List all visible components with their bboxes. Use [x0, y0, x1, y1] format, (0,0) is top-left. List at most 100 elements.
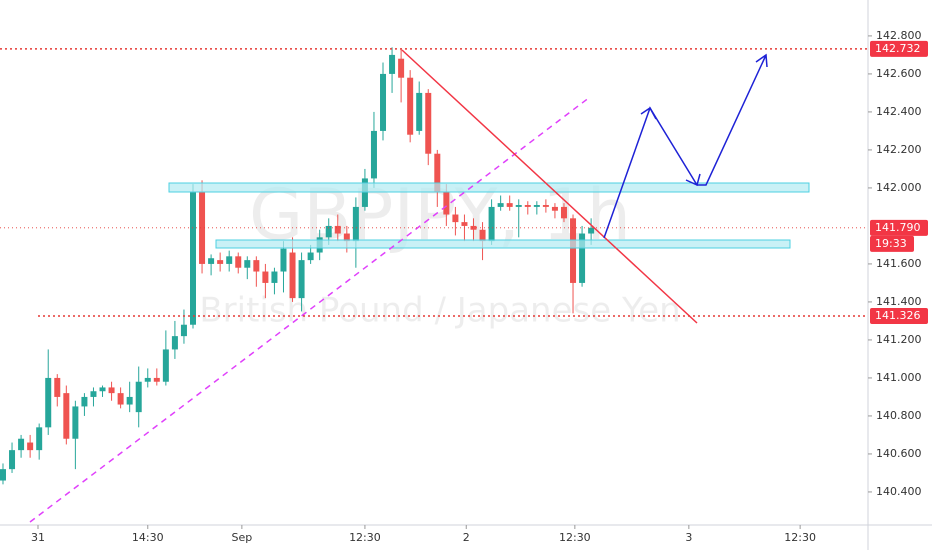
candle-body — [361, 178, 368, 207]
candle-body — [226, 256, 233, 264]
x-tick-label: 12:30 — [559, 531, 591, 544]
price-tag-label: 142.732 — [875, 42, 921, 55]
candle-body — [162, 349, 169, 382]
y-tick-label: 142.400 — [876, 105, 922, 118]
candle-body — [144, 377, 151, 382]
candle-body — [289, 252, 296, 299]
candle-body — [506, 203, 513, 207]
candle-body — [27, 442, 34, 451]
x-tick-label: 2 — [463, 531, 470, 544]
y-tick-label: 142.000 — [876, 181, 922, 194]
marks — [0, 47, 595, 485]
candle-body — [63, 393, 70, 439]
drawings — [29, 49, 810, 523]
candle-body — [325, 225, 332, 238]
candle-body — [235, 256, 242, 268]
trend-line — [401, 49, 698, 324]
candle-body — [180, 324, 187, 337]
arrow-head — [640, 106, 657, 120]
y-tick-label: 141.400 — [876, 295, 922, 308]
price-tag — [870, 307, 928, 324]
candle-body — [579, 233, 586, 283]
candle-body — [343, 233, 350, 242]
candle-body — [524, 205, 531, 207]
price-tag-label: 141.790 — [875, 221, 921, 234]
y-tick-label: 142.200 — [876, 143, 922, 156]
candle-body — [0, 469, 6, 481]
candle-body — [9, 450, 16, 470]
candle-body — [99, 387, 106, 392]
candle-body — [153, 377, 160, 382]
x-tick-label: 3 — [685, 531, 692, 544]
candle-body — [470, 225, 477, 230]
candle-body — [271, 271, 278, 283]
candle-body — [90, 391, 97, 397]
candle-body — [262, 271, 269, 283]
candle-body — [452, 214, 459, 223]
candle-body — [389, 54, 396, 74]
y-tick-label: 142.800 — [876, 29, 922, 42]
candle-body — [217, 260, 224, 264]
y-tick-label: 140.600 — [876, 447, 922, 460]
candle-body — [189, 191, 196, 325]
y-tick-label: 141.200 — [876, 333, 922, 346]
price-tag — [870, 219, 928, 236]
y-tick-label: 142.600 — [876, 67, 922, 80]
candle-body — [307, 252, 314, 261]
candle-body — [407, 77, 414, 135]
candle-body — [72, 406, 79, 439]
candle-body — [208, 258, 215, 264]
candle-body — [380, 73, 387, 131]
price-tag — [870, 40, 928, 57]
candle-body — [560, 206, 567, 219]
candle-body — [81, 396, 88, 407]
x-tick-label: Sep — [231, 531, 252, 544]
candle-body — [542, 205, 549, 207]
arrow-head — [685, 173, 701, 187]
candle-body — [199, 191, 206, 264]
x-tick-label: 31 — [31, 531, 45, 544]
x-tick-label: 12:30 — [784, 531, 816, 544]
candle-body — [253, 260, 260, 272]
candle-body — [551, 206, 558, 211]
candle-body — [244, 260, 251, 268]
zone — [215, 239, 791, 249]
y-tick-label: 141.600 — [876, 257, 922, 270]
candle-body — [135, 381, 142, 413]
y-tick-label: 140.800 — [876, 409, 922, 422]
candle-body — [117, 393, 124, 405]
candle-body — [398, 58, 405, 78]
y-tick-label: 141.000 — [876, 371, 922, 384]
candle-body — [479, 229, 486, 242]
candle-body — [54, 377, 61, 397]
candle-body — [298, 260, 305, 299]
x-tick-label: 12:30 — [349, 531, 381, 544]
candle-body — [126, 396, 133, 405]
candle-body — [570, 218, 577, 283]
x-tick-label: 14:30 — [132, 531, 164, 544]
countdown-label: 19:33 — [875, 237, 907, 250]
zone — [168, 182, 810, 193]
candle-body — [370, 130, 377, 179]
candle-body — [416, 92, 423, 131]
candle-body — [18, 438, 25, 451]
candle-body — [515, 205, 522, 207]
candle-body — [461, 222, 468, 226]
countdown-tag — [870, 235, 914, 252]
candle-body — [171, 336, 178, 350]
candle-body — [280, 248, 287, 272]
watermark-subtitle: British Pound / Japanese Yen — [199, 291, 680, 331]
candle-body — [108, 387, 115, 394]
candle-body — [352, 206, 359, 242]
candle-body — [334, 225, 341, 234]
arrow-head — [755, 53, 768, 68]
candle-body — [36, 427, 43, 451]
candle-body — [488, 206, 495, 242]
trend-line — [29, 96, 591, 523]
candle-body — [497, 203, 504, 207]
candle-body — [533, 205, 540, 207]
price-tag-label: 141.326 — [875, 309, 921, 322]
candle-body — [434, 153, 441, 192]
